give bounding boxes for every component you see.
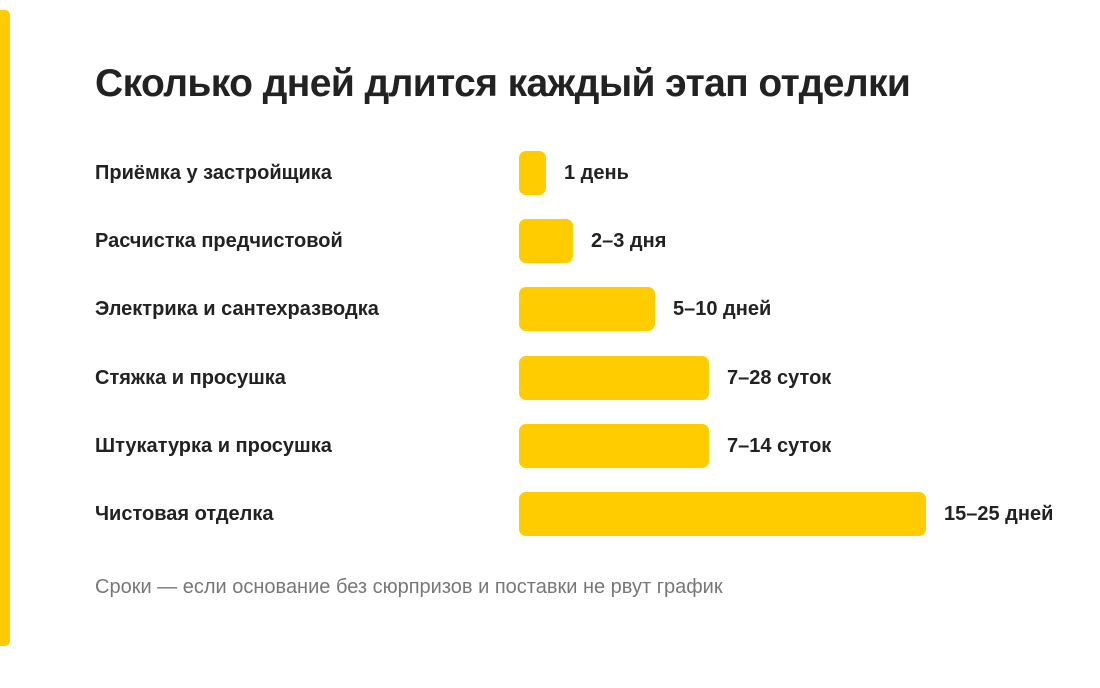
- stage-label: Расчистка предчистовой: [95, 230, 343, 252]
- duration-bar: [519, 151, 546, 195]
- duration-bar: [519, 356, 709, 400]
- stage-label: Чистовая отделка: [95, 503, 274, 525]
- duration-label: 5–10 дней: [673, 298, 772, 320]
- duration-bar: [519, 287, 655, 331]
- duration-label: 7–14 суток: [727, 435, 832, 457]
- duration-label: 15–25 дней: [944, 503, 1054, 525]
- chart-row: Расчистка предчистовой 2–3 дня: [0, 219, 1100, 263]
- chart-row: Чистовая отделка 15–25 дней: [0, 492, 1100, 536]
- duration-label: 2–3 дня: [591, 230, 667, 252]
- duration-label: 7–28 суток: [727, 367, 832, 389]
- stage-label: Штукатурка и просушка: [95, 435, 332, 457]
- duration-bar: [519, 424, 709, 468]
- chart-row: Приёмка у застройщика 1 день: [0, 151, 1100, 195]
- duration-bar: [519, 492, 926, 536]
- accent-stripe: [0, 10, 10, 646]
- stage-label: Стяжка и просушка: [95, 367, 286, 389]
- chart-row: Электрика и сантехразводка 5–10 дней: [0, 287, 1100, 331]
- chart-row: Штукатурка и просушка 7–14 суток: [0, 424, 1100, 468]
- chart-row: Стяжка и просушка 7–28 суток: [0, 356, 1100, 400]
- chart-title: Сколько дней длится каждый этап отделки: [95, 62, 911, 105]
- stage-label: Электрика и сантехразводка: [95, 298, 379, 320]
- stage-label: Приёмка у застройщика: [95, 162, 332, 184]
- duration-bar: [519, 219, 573, 263]
- chart-footnote: Сроки — если основание без сюрпризов и п…: [95, 576, 723, 598]
- duration-label: 1 день: [564, 162, 629, 184]
